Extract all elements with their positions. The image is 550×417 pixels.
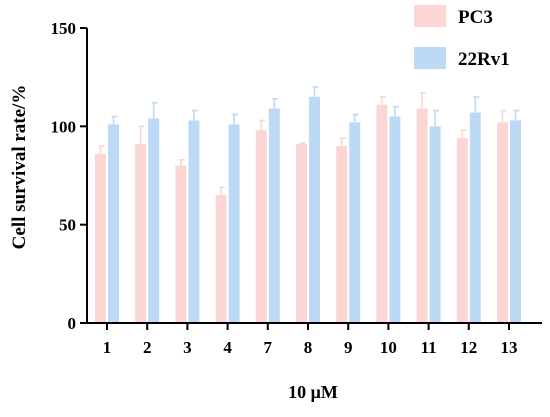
y-tick-label: 0 (68, 314, 77, 333)
y-tick-label: 100 (51, 117, 77, 136)
bar-pc3 (456, 138, 468, 323)
bar-22rv1 (469, 112, 481, 323)
legend-swatch-pc3 (414, 5, 446, 27)
legend-label-22rv1: 22Rv1 (458, 49, 510, 70)
bar-22rv1 (349, 122, 361, 324)
bar-pc3 (95, 153, 106, 323)
legend: PC3 22Rv1 (414, 5, 510, 70)
bar-pc3 (416, 108, 428, 323)
y-tick-label: 50 (59, 216, 76, 235)
bar-pc3 (255, 130, 267, 323)
x-tick-label: 4 (223, 338, 232, 357)
bar-22rv1 (429, 126, 441, 323)
bars-layer (95, 96, 521, 324)
y-tick-label: 150 (51, 19, 77, 38)
legend-swatch-22rv1 (414, 47, 446, 69)
bar-pc3 (296, 144, 307, 323)
bar-pc3 (215, 195, 227, 323)
x-ticks: 1 2 3 4 7 8 9 10 11 12 13 (103, 323, 518, 357)
bar-22rv1 (389, 116, 401, 323)
bar-22rv1 (148, 118, 160, 323)
bar-22rv1 (188, 120, 200, 323)
y-ticks: 0 50 100 150 (51, 19, 87, 333)
axes-layer (86, 28, 542, 324)
x-tick-label: 1 (103, 338, 112, 357)
x-tick-label: 9 (344, 338, 353, 357)
bar-22rv1 (309, 96, 320, 323)
bar-22rv1 (268, 108, 280, 323)
bar-pc3 (135, 144, 147, 323)
y-axis-label: Cell survival rate/% (9, 85, 30, 250)
bar-pc3 (497, 122, 508, 324)
x-tick-label: 2 (143, 338, 152, 357)
bar-pc3 (336, 146, 348, 323)
x-tick-label: 11 (421, 338, 437, 357)
x-tick-label: 13 (501, 338, 518, 357)
x-tick-label: 12 (460, 338, 477, 357)
x-axis-label: 10 μM (288, 382, 338, 402)
bar-pc3 (376, 104, 388, 323)
bar-22rv1 (510, 120, 521, 323)
bar-22rv1 (108, 124, 119, 323)
bar-22rv1 (228, 124, 240, 323)
legend-label-pc3: PC3 (458, 7, 493, 28)
error-bars-layer (98, 86, 520, 196)
x-tick-label: 10 (380, 338, 397, 357)
x-tick-label: 3 (183, 338, 192, 357)
x-tick-label: 7 (264, 338, 273, 357)
bar-pc3 (175, 165, 187, 323)
x-tick-label: 8 (304, 338, 313, 357)
